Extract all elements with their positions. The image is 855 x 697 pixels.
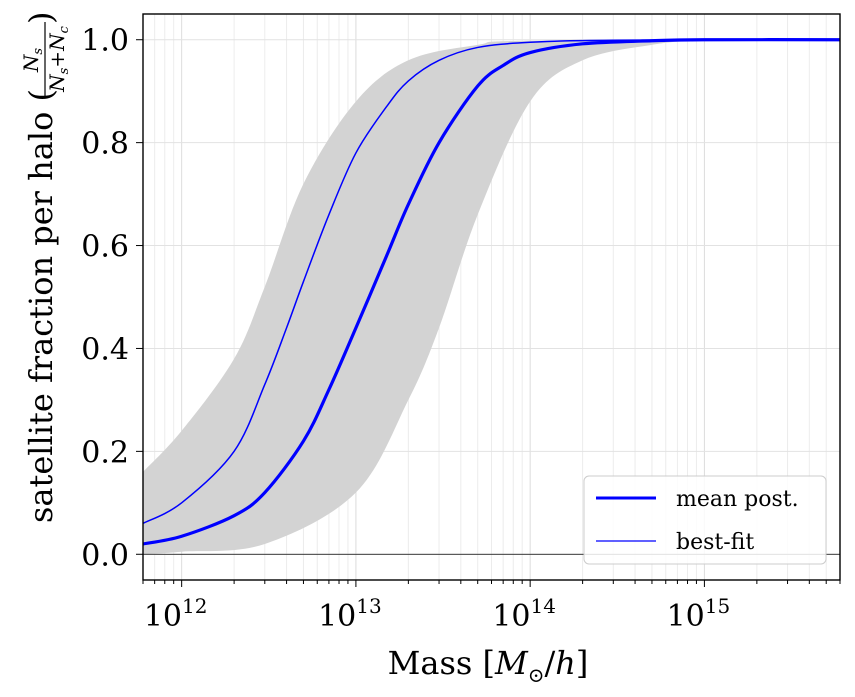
legend: mean post. best-fit bbox=[583, 475, 827, 565]
y-tick-label: 0.8 bbox=[81, 127, 129, 162]
series-line-mean-post bbox=[142, 38, 841, 546]
y-tick-label: 0.4 bbox=[81, 332, 129, 367]
y-tick-label: 0.0 bbox=[81, 538, 129, 573]
legend-label-mean-post: mean post. bbox=[676, 487, 799, 512]
svg-text:): ) bbox=[22, 12, 60, 24]
svg-text:satellite fraction per halo (: satellite fraction per halo ( bbox=[22, 89, 60, 523]
y-axis-title: satellite fraction per halo ( Ns Ns+Nc ) bbox=[19, 12, 72, 523]
x-tick-label: 1014 bbox=[492, 594, 556, 634]
plot-frame bbox=[142, 13, 841, 581]
x-tick-label: 1015 bbox=[667, 594, 731, 634]
uncertainty-band bbox=[143, 39, 840, 555]
y-tick-labels: 0.0 0.2 0.4 0.6 0.8 1.0 bbox=[81, 24, 129, 574]
y-tick-label: 0.2 bbox=[81, 435, 129, 470]
x-axis-title: Mass [M⊙/h] bbox=[388, 644, 589, 687]
legend-label-best-fit: best-fit bbox=[676, 530, 754, 555]
y-tick-label: 0.6 bbox=[81, 230, 129, 265]
y-tick-label: 1.0 bbox=[81, 24, 129, 59]
y-axis-title-fraction: Ns Ns+Nc bbox=[19, 22, 72, 96]
series-line-best-fit bbox=[142, 38, 841, 525]
svg-text:Ns: Ns bbox=[19, 48, 46, 74]
svg-text:Ns+Nc: Ns+Nc bbox=[45, 25, 72, 92]
x-tick-label: 1013 bbox=[318, 594, 382, 634]
x-tick-label: 1012 bbox=[144, 594, 208, 634]
x-tick-labels: 1012 1013 1014 1015 bbox=[144, 594, 730, 634]
